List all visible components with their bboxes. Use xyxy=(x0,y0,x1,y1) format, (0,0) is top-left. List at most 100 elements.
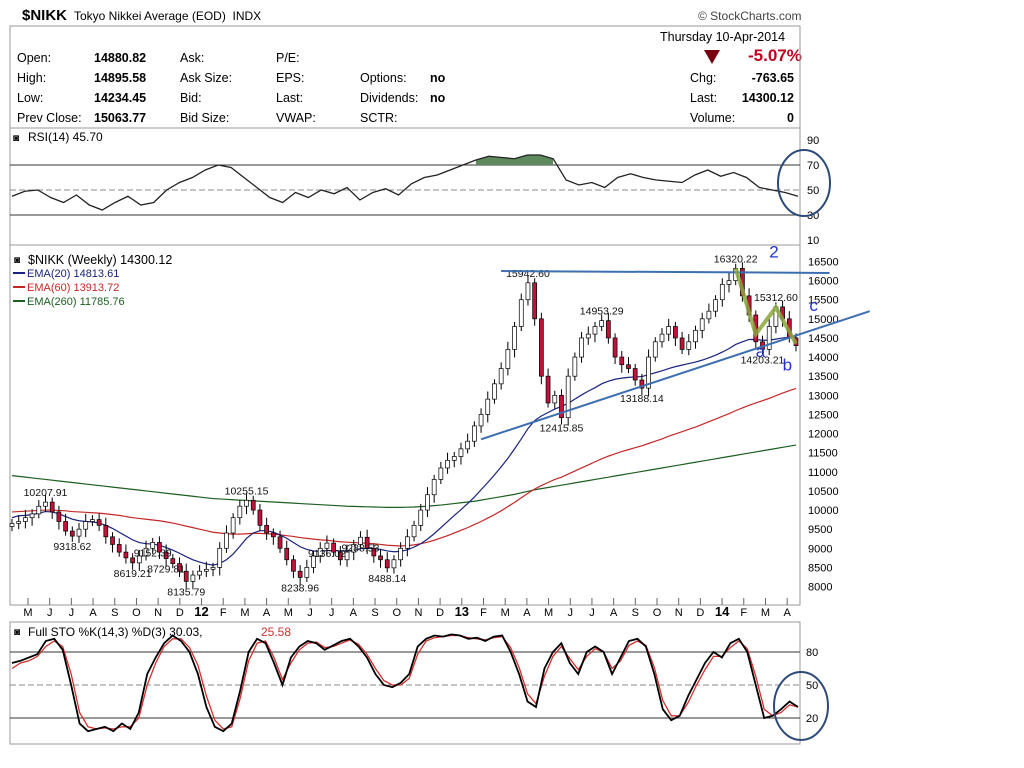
down-triangle-icon xyxy=(704,50,720,64)
trendline-resistance xyxy=(501,270,830,274)
price-title: $NIKK (Weekly) 14300.12 xyxy=(28,253,172,267)
candle-body-12 xyxy=(90,519,95,522)
dividends-value: no xyxy=(430,91,446,105)
candle-body-80 xyxy=(545,375,551,404)
candle-body-43 xyxy=(297,570,303,578)
candle-body-49 xyxy=(337,551,343,561)
candle-body-27 xyxy=(190,574,196,582)
candle-body-21 xyxy=(150,542,156,549)
candle-body-23 xyxy=(163,551,169,559)
candle-body-77 xyxy=(525,282,531,301)
price-tick-15500: 15500 xyxy=(808,295,839,307)
x-tick-34: M xyxy=(761,607,770,619)
price-annotation-6: 10255.15 xyxy=(225,485,269,497)
candle-body-107 xyxy=(726,280,732,285)
candle-body-95 xyxy=(646,356,651,389)
options-label: Options: xyxy=(360,71,407,85)
candle-body-36 xyxy=(250,499,256,511)
price-annotation-4: 8729.81 xyxy=(147,564,185,576)
candle-body-106 xyxy=(719,284,725,301)
candle-body-57 xyxy=(391,559,397,569)
candle-body-99 xyxy=(673,326,678,339)
price-tick-8000: 8000 xyxy=(808,582,832,594)
candle-body-86 xyxy=(585,333,591,339)
quote-col-4: Options: no Dividends: no SCTR: xyxy=(360,71,445,125)
wave-label-c: c xyxy=(809,296,818,315)
candle-body-90 xyxy=(612,337,618,358)
candle-body-91 xyxy=(619,356,625,366)
candle-body-113 xyxy=(766,326,772,350)
candle-body-8 xyxy=(63,521,68,532)
quote-col-1-values: 14880.82 14895.58 14234.45 15063.77 xyxy=(94,51,146,125)
candle-body-58 xyxy=(398,547,403,561)
candle-body-0 xyxy=(9,523,15,527)
price-annotation-0: 10207.91 xyxy=(24,487,68,499)
candle-body-59 xyxy=(405,536,410,549)
x-tick-6: N xyxy=(154,607,162,619)
price-annotation-5: 8135.79 xyxy=(167,586,205,598)
x-tick-19: D xyxy=(436,607,444,619)
candle-body-34 xyxy=(237,505,243,519)
candle-body-100 xyxy=(679,337,685,350)
candle-body-76 xyxy=(518,299,524,327)
price-annotation-9: 9288.53 xyxy=(341,542,379,554)
candle-body-33 xyxy=(230,517,236,534)
candle-body-70 xyxy=(478,414,484,427)
high-value: 14895.58 xyxy=(94,71,147,85)
candle-body-74 xyxy=(505,349,511,369)
candle-body-81 xyxy=(552,394,558,404)
stockcharts-logo[interactable]: © StockCharts.com xyxy=(698,9,802,23)
quote-date: Thursday 10-Apr-2014 xyxy=(660,30,786,44)
prev-close-label: Prev Close: xyxy=(17,111,82,125)
x-tick-13: J xyxy=(307,607,313,619)
price-tick-16000: 16000 xyxy=(808,276,839,288)
candle-body-5 xyxy=(43,501,48,507)
candle-body-37 xyxy=(257,509,263,526)
ema20-line xyxy=(11,336,797,566)
ask-label: Ask: xyxy=(180,51,205,65)
candle-body-9 xyxy=(69,530,75,537)
trendline-support xyxy=(480,310,871,441)
candle-body-18 xyxy=(130,557,135,564)
x-tick-2: J xyxy=(69,607,75,619)
x-tick-4: S xyxy=(111,607,118,619)
name-text: Tokyo Nikkei Average (EOD) xyxy=(74,9,226,23)
dividends-label: Dividends: xyxy=(360,91,419,105)
rsi-circle xyxy=(777,149,831,217)
candle-body-11 xyxy=(83,521,89,530)
quote-col-1: Open: High: Low: Prev Close: xyxy=(17,51,82,125)
candle-body-82 xyxy=(559,394,564,419)
candle-body-32 xyxy=(224,532,229,549)
last-price-value: 14300.12 xyxy=(741,91,794,105)
candle-body-54 xyxy=(371,547,377,557)
candle-body-4 xyxy=(36,505,42,515)
candle-body-60 xyxy=(411,524,417,538)
x-tick-31: D xyxy=(696,607,704,619)
candle-body-84 xyxy=(572,356,578,377)
x-tick-5: O xyxy=(132,607,141,619)
candle-body-97 xyxy=(659,333,665,343)
sctr-label: SCTR: xyxy=(360,111,398,125)
candle-body-96 xyxy=(652,341,658,358)
candle-body-71 xyxy=(485,398,491,415)
rsi-line xyxy=(11,154,799,211)
vwap-label: VWAP: xyxy=(276,111,316,125)
price-tick-11000: 11000 xyxy=(808,467,838,479)
price-annotation-16: 15312.60 xyxy=(754,292,798,304)
x-tick-12: M xyxy=(284,607,293,619)
quote-col-5: Chg: -763.65 Last: 14300.12 Volume: 0 xyxy=(690,71,794,125)
chg-value: -763.65 xyxy=(751,71,794,85)
candle-body-83 xyxy=(565,375,571,419)
price-annotation-3: 9152.39 xyxy=(134,547,172,559)
x-tick-24: M xyxy=(544,607,553,619)
candle-body-22 xyxy=(157,542,162,553)
x-tick-1: J xyxy=(47,607,53,619)
price-icon: ◙ xyxy=(14,255,20,266)
quote-panel-border xyxy=(9,25,801,129)
candle-body-13 xyxy=(96,519,102,526)
low-label: Low: xyxy=(17,91,44,105)
last-price-label: Last: xyxy=(690,91,718,105)
candle-body-56 xyxy=(384,559,390,569)
candle-body-24 xyxy=(170,558,176,564)
candle-body-51 xyxy=(351,544,357,553)
